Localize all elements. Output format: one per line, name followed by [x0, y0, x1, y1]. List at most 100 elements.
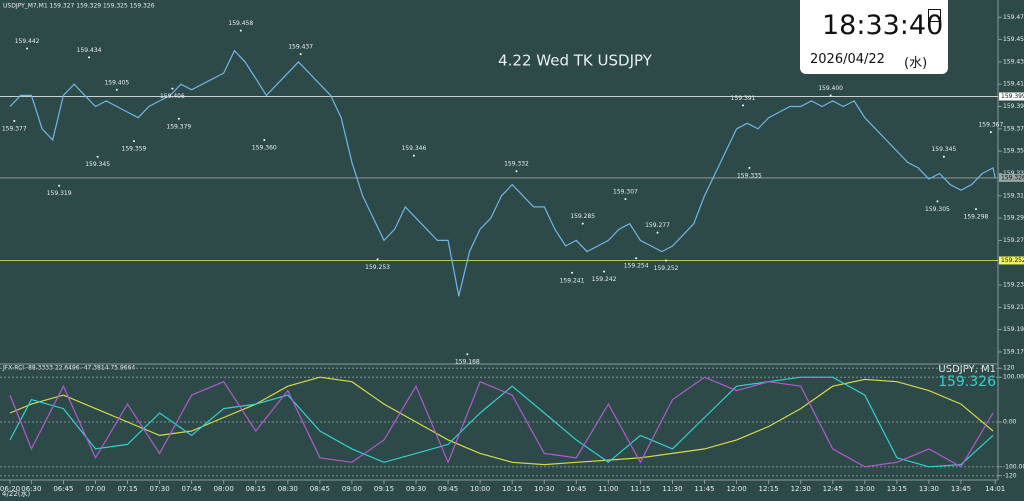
y-tick-label: 159.410 — [1003, 81, 1024, 88]
annotation-point — [412, 154, 415, 157]
x-tick-label: 11:30 — [662, 485, 682, 493]
x-tick-label: 06:45 — [53, 485, 73, 493]
annotation-point — [936, 200, 939, 203]
annotation-point — [989, 131, 992, 134]
price-tag — [999, 92, 1024, 101]
x-tick-label: 13:30 — [919, 485, 939, 493]
x-tick-label: 08:00 — [214, 485, 234, 493]
annotation-point — [132, 140, 135, 143]
x-tick-label: 10:15 — [502, 485, 522, 493]
x-tick-label: 14:01 — [985, 485, 1005, 493]
annotation: 159.434 — [77, 47, 102, 54]
y-tick-label: 159.390 — [1003, 103, 1024, 110]
annotation: 159.458 — [228, 20, 253, 27]
x-tick-label: 10:30 — [534, 485, 554, 493]
x-tick-label: 09:30 — [406, 485, 426, 493]
annotation: 159.332 — [504, 161, 529, 168]
annotation: 159.377 — [2, 126, 27, 133]
y-tick-label: 159.170 — [1003, 348, 1024, 355]
annotation-point — [263, 138, 266, 141]
annotation: 159.277 — [645, 222, 670, 229]
annotation: 159.346 — [401, 145, 426, 152]
x-tick-label: 08:15 — [246, 485, 266, 493]
x-tick-label: 06:20 — [0, 485, 20, 493]
y-tick-label: -120 — [1003, 472, 1017, 479]
x-tick-label: 13:15 — [887, 485, 907, 493]
x-tick-label: 08:30 — [278, 485, 298, 493]
annotation: 159.406 — [160, 93, 185, 100]
price-tag-label: 159.252 — [1001, 257, 1024, 264]
price-tag-label: 159.326 — [1001, 174, 1024, 181]
price-tag — [999, 256, 1024, 265]
annotation: 159.437 — [288, 44, 313, 51]
series-line — [9, 376, 994, 468]
annotation: 159.254 — [624, 263, 649, 270]
annotation: 159.253 — [365, 264, 390, 271]
x-tick-label: 11:45 — [694, 485, 714, 493]
annotation-point — [299, 53, 302, 56]
y-tick-label: 159.330 — [1003, 170, 1024, 177]
annotation-point — [942, 155, 945, 158]
y-tick-label: 159.270 — [1003, 237, 1024, 244]
annotation-point — [741, 104, 744, 107]
annotation: 159.345 — [85, 161, 110, 168]
annotation: 159.335 — [737, 172, 762, 179]
annotation: 159.360 — [252, 144, 277, 151]
x-tick-label: 11:00 — [598, 485, 618, 493]
annotation: 159.400 — [818, 85, 843, 92]
y-tick-label: 159.430 — [1003, 58, 1024, 65]
annotation: 159.241 — [560, 277, 585, 284]
x-tick-label: 10:45 — [566, 485, 586, 493]
annotation-point — [13, 120, 16, 123]
annotation-point — [624, 198, 627, 201]
annotation-point — [26, 47, 29, 50]
annotation-point — [603, 270, 606, 273]
annotation-point — [58, 184, 61, 187]
y-tick-label: 159.190 — [1003, 326, 1024, 333]
annotation-point — [748, 166, 751, 169]
chart-title: 4.22 Wed TK USDJPY — [498, 52, 653, 70]
annotation-point — [177, 117, 180, 120]
annotation-point — [515, 170, 518, 173]
x-tick-label: 07:45 — [182, 485, 202, 493]
y-tick-label: 159.230 — [1003, 282, 1024, 289]
annotation: 159.285 — [570, 213, 595, 220]
annotation: 159.359 — [122, 146, 147, 153]
x-tick-label: 07:30 — [149, 485, 169, 493]
y-tick-label: 0.00 — [1003, 419, 1017, 426]
osc-price: 159.326 — [938, 374, 996, 390]
y-tick-label: 159.210 — [1003, 304, 1024, 311]
annotation: 159.307 — [613, 189, 638, 196]
annotation: 159.405 — [104, 79, 129, 86]
annotation: 159.345 — [931, 146, 956, 153]
annotation: 159.367 — [978, 122, 1003, 129]
clock-weekday: (水) — [904, 56, 928, 71]
clock-time: 18:33:40 — [822, 10, 944, 41]
annotation: 159.305 — [925, 206, 950, 213]
annotation-point — [171, 87, 174, 90]
date-label: 4/22(水) — [2, 489, 30, 498]
series-line — [9, 376, 994, 466]
price-tag — [999, 173, 1024, 182]
annotation-point — [581, 222, 584, 225]
annotation-point — [466, 353, 469, 356]
annotation: 159.168 — [455, 359, 480, 366]
annotation: 159.252 — [654, 265, 679, 272]
x-tick-label: 06:30 — [21, 485, 41, 493]
clock-icon[interactable] — [928, 9, 941, 22]
x-tick-label: 07:00 — [85, 485, 105, 493]
x-tick-label: 12:00 — [726, 485, 746, 493]
y-tick-label: 159.470 — [1003, 14, 1024, 21]
y-tick-label: 159.310 — [1003, 192, 1024, 199]
annotation-point — [829, 94, 832, 97]
annotation-point — [974, 208, 977, 211]
x-tick-label: 13:45 — [951, 485, 971, 493]
x-tick-label: 12:15 — [759, 485, 779, 493]
annotation: 159.442 — [15, 38, 40, 45]
x-tick-label: 13:00 — [855, 485, 875, 493]
annotation: 159.298 — [964, 214, 989, 221]
y-tick-label: -100.0000 — [1003, 463, 1024, 470]
